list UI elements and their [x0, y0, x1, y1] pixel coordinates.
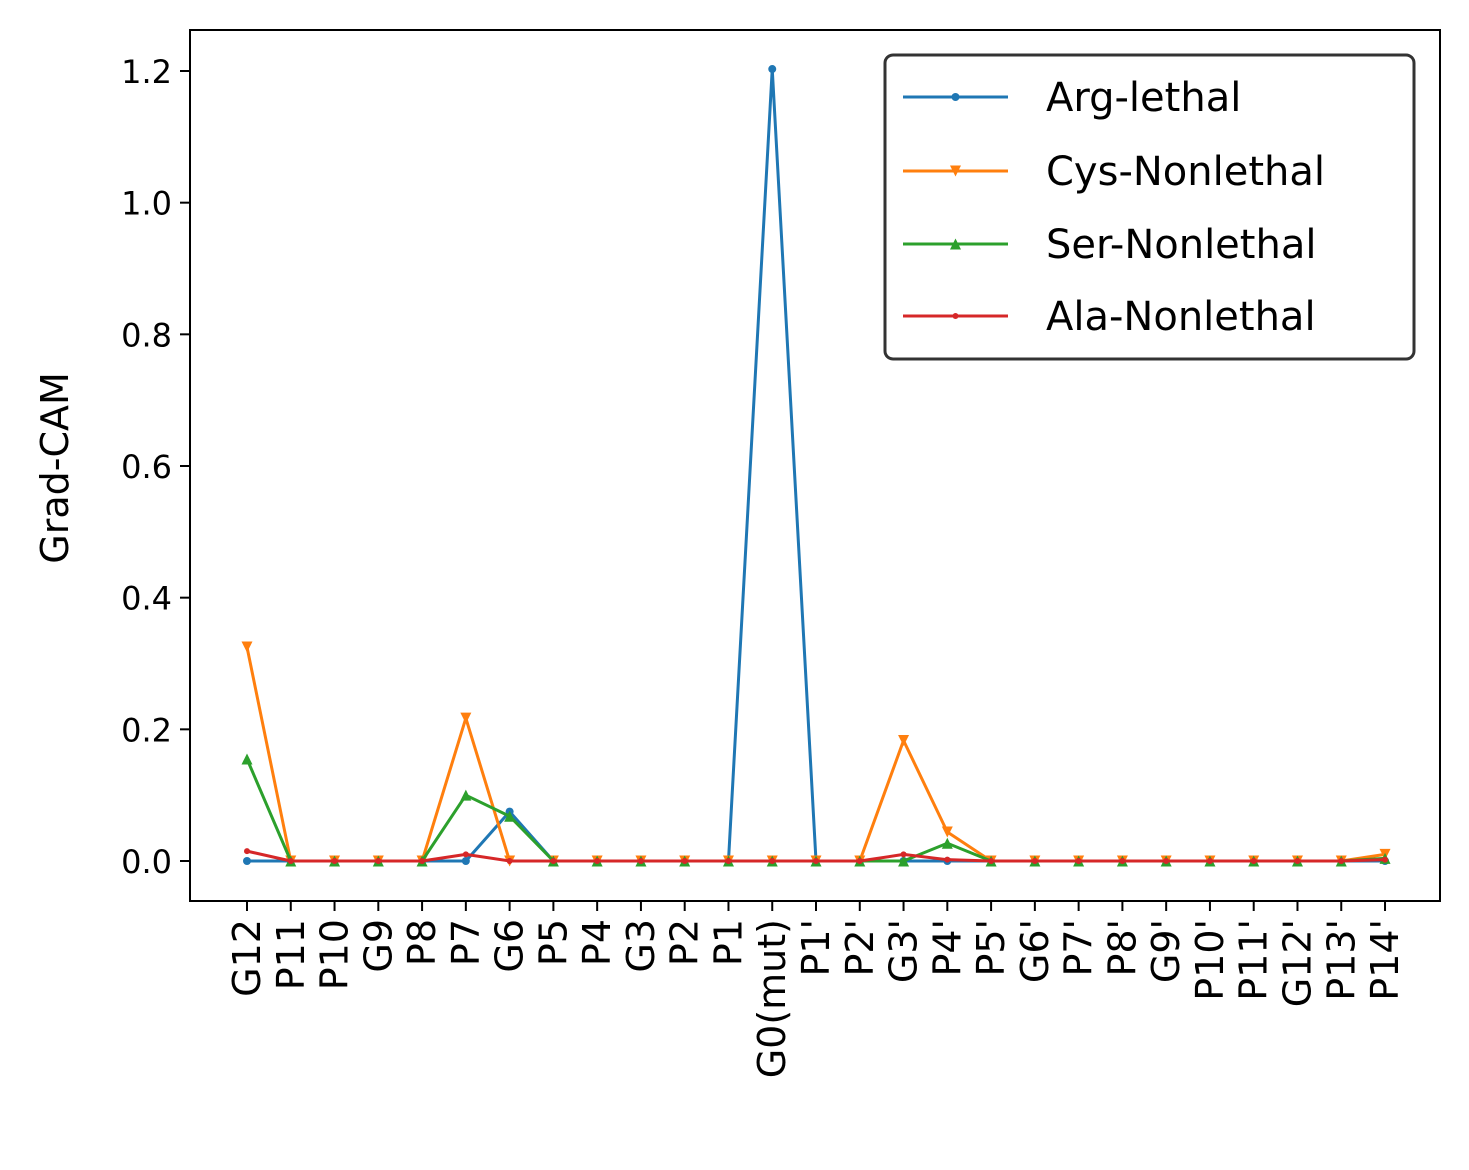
- data-point: [504, 810, 516, 822]
- x-tick-label: G9: [356, 919, 400, 973]
- x-tick-label: P4': [925, 919, 969, 977]
- x-tick-label: P5: [531, 919, 575, 966]
- x-tick-label: P2: [663, 919, 707, 966]
- data-point: [1338, 858, 1345, 864]
- x-tick-label: G9': [1144, 919, 1188, 983]
- y-tick-label: 0.8: [121, 316, 172, 354]
- data-point: [898, 735, 910, 747]
- y-tick-label: 0.4: [121, 580, 172, 618]
- data-point: [813, 858, 820, 864]
- data-point: [1206, 858, 1213, 864]
- x-tick-label: G0(mut): [750, 919, 794, 1078]
- data-point: [898, 855, 910, 867]
- series-layer: [241, 65, 1391, 867]
- data-point: [461, 857, 470, 865]
- y-tick-label: 0.0: [121, 843, 172, 881]
- x-tick-label: G6: [488, 919, 532, 973]
- data-point: [594, 858, 601, 864]
- x-tick-label: G3: [619, 919, 663, 973]
- data-point: [419, 858, 426, 864]
- data-point: [506, 858, 513, 864]
- x-tick-label: P4: [575, 919, 619, 966]
- data-point: [1031, 858, 1038, 864]
- data-point: [941, 826, 953, 838]
- data-point: [462, 851, 469, 858]
- data-point: [900, 851, 907, 858]
- x-tick-label: P5': [969, 919, 1013, 977]
- legend-label: Arg-lethal: [1046, 75, 1241, 121]
- legend-box: [883, 53, 1416, 361]
- data-point: [460, 789, 472, 801]
- data-point: [1075, 858, 1082, 864]
- data-point: [1294, 858, 1301, 864]
- legend-label: Cys-Nonlethal: [1046, 149, 1325, 195]
- x-tick-label: G3': [882, 919, 926, 983]
- legend-item[interactable]: Arg-lethal: [903, 75, 1241, 121]
- data-point: [241, 641, 253, 653]
- data-point: [287, 858, 294, 864]
- data-point: [1382, 856, 1389, 863]
- legend[interactable]: Arg-lethal Cys-Nonlethal Ser-Nonlethal Ala-…: [883, 53, 1416, 361]
- data-point: [950, 165, 961, 177]
- x-tick-label: P11: [269, 919, 313, 990]
- data-point: [1163, 858, 1170, 864]
- data-point: [952, 313, 959, 319]
- x-tick-label: P1: [706, 919, 750, 966]
- y-tick-label: 1.2: [121, 53, 172, 91]
- legend-item[interactable]: Ala-Nonlethal: [903, 294, 1316, 340]
- x-tick-label: P7': [1057, 919, 1101, 977]
- data-point: [988, 858, 995, 864]
- data-point: [1250, 858, 1257, 864]
- data-point: [331, 858, 338, 864]
- data-point: [941, 837, 953, 849]
- y-axis-label: Grad-CAM: [33, 372, 77, 564]
- x-tick-label: P11': [1232, 919, 1276, 1001]
- x-tick-label: P13': [1319, 919, 1363, 1001]
- x-tick-label: P7: [444, 919, 488, 966]
- data-point: [244, 848, 250, 855]
- data-point: [769, 858, 776, 864]
- y-axis: 0.0 0.2 0.4 0.6 0.8 1.0 1.2: [121, 53, 190, 881]
- data-point: [951, 93, 960, 101]
- data-point: [241, 753, 253, 765]
- x-axis: G12 P11 P10 G9 P8 P7 G6 P5 P4 G3 P2 P1 G0(mut) P1' P2'…: [225, 901, 1407, 1078]
- data-point: [725, 858, 732, 864]
- x-tick-label: G12: [225, 919, 269, 997]
- x-tick-label: G12': [1275, 919, 1319, 1007]
- data-point: [681, 858, 688, 864]
- data-point: [375, 858, 382, 864]
- data-point: [768, 65, 777, 74]
- legend-label: Ser-Nonlethal: [1046, 222, 1316, 268]
- y-tick-label: 0.2: [121, 711, 172, 749]
- x-tick-label: P1': [794, 919, 838, 977]
- y-tick-label: 1.0: [121, 185, 172, 223]
- legend-label: Ala-Nonlethal: [1046, 294, 1316, 340]
- data-point: [1119, 858, 1126, 864]
- x-tick-label: P14': [1363, 919, 1407, 1001]
- y-tick-label: 0.6: [121, 448, 172, 486]
- data-point: [460, 712, 472, 724]
- data-point: [243, 857, 251, 865]
- x-tick-label: P10: [313, 919, 357, 990]
- data-point: [637, 858, 644, 864]
- data-point: [550, 858, 557, 864]
- x-tick-label: P8': [1100, 919, 1144, 977]
- x-tick-label: P2': [838, 919, 882, 977]
- data-point: [856, 858, 863, 864]
- series-ala-nonlethal: [244, 848, 1389, 864]
- legend-item[interactable]: Cys-Nonlethal: [903, 149, 1325, 195]
- data-point: [944, 856, 951, 863]
- data-point: [950, 238, 961, 250]
- x-tick-label: P10': [1188, 919, 1232, 1001]
- legend-item[interactable]: Ser-Nonlethal: [903, 222, 1316, 268]
- x-tick-label: P8: [400, 919, 444, 966]
- x-tick-label: G6': [1013, 919, 1057, 983]
